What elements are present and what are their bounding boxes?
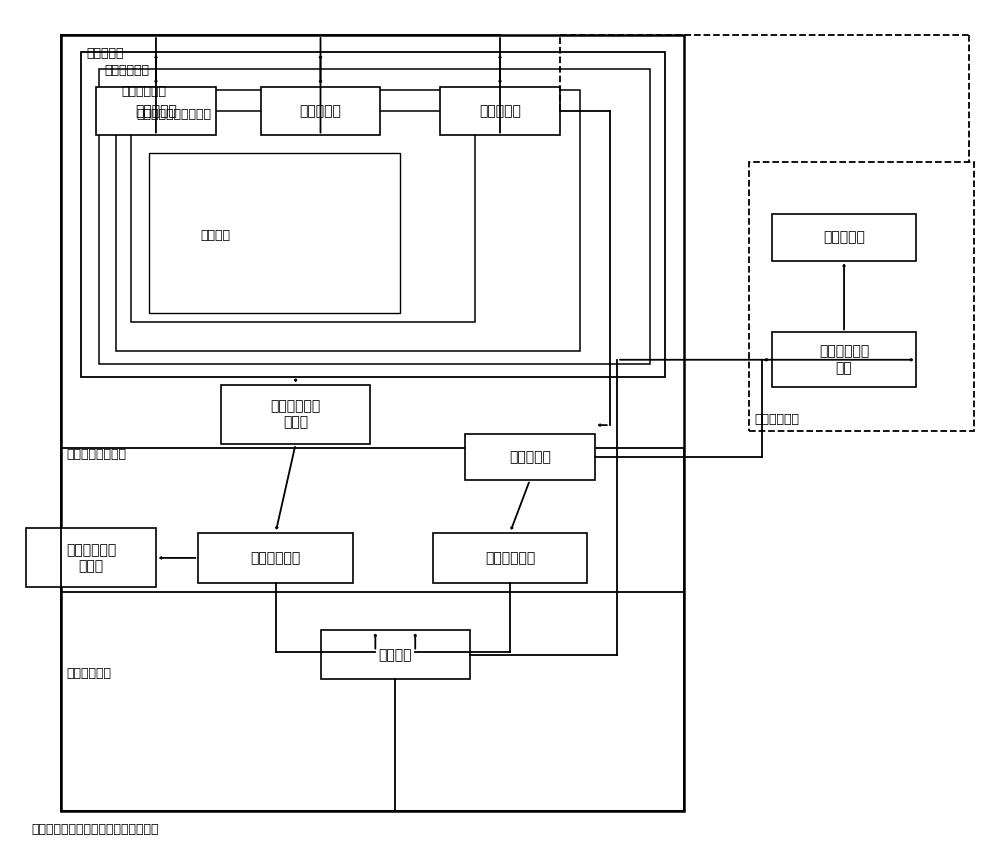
Text: 大气速度场: 大气速度场 [135,104,177,118]
Bar [61,36,684,810]
Text: 偏微分方程右端项构建: 偏微分方程右端项构建 [136,108,211,121]
Text: 求导更新过程: 求导更新过程 [754,414,799,426]
Bar [61,591,684,810]
Text: 单步时间积分: 单步时间积分 [121,85,166,98]
Bar [772,214,916,261]
Bar [261,86,380,135]
Text: 碳动力学输运过程: 碳动力学输运过程 [66,448,126,461]
Bar [96,86,216,135]
Bar [26,529,156,587]
Text: 自动梯度计算
导数: 自动梯度计算 导数 [819,344,869,375]
Text: 二氧化碳浓度
观测值: 二氧化碳浓度 观测值 [66,543,116,573]
Bar [99,69,650,364]
Text: 误差计算过程: 误差计算过程 [66,667,111,680]
Bar [198,533,353,583]
Text: 二氧化碳浓度
预测值: 二氧化碳浓度 预测值 [270,399,321,430]
Bar [465,433,595,480]
Bar [221,385,370,444]
Bar [131,111,475,321]
Text: 初始观测值: 初始观测值 [300,104,341,118]
Text: 自动梯度方法的地表碳通量反演示意图: 自动梯度方法的地表碳通量反演示意图 [31,823,159,836]
Text: 观测误差函数: 观测误差函数 [251,551,301,565]
Text: 损失函数: 损失函数 [379,648,412,662]
Bar [320,630,470,679]
Bar [433,533,587,583]
Bar [61,448,684,810]
Bar [81,52,665,376]
Bar [749,162,974,431]
Text: 空间导数: 空间导数 [201,228,231,242]
Text: 初始观测值: 初始观测值 [479,104,521,118]
Bar [440,86,560,135]
Text: 更新碳通量: 更新碳通量 [823,230,865,244]
Text: 动力学模块: 动力学模块 [86,47,124,60]
Bar [116,90,580,351]
Text: 多步时间积分: 多步时间积分 [104,64,149,77]
Bar [149,153,400,313]
Text: 碳通量先验: 碳通量先验 [509,450,551,464]
Bar [772,332,916,387]
Text: 背景误差函数: 背景误差函数 [485,551,535,565]
